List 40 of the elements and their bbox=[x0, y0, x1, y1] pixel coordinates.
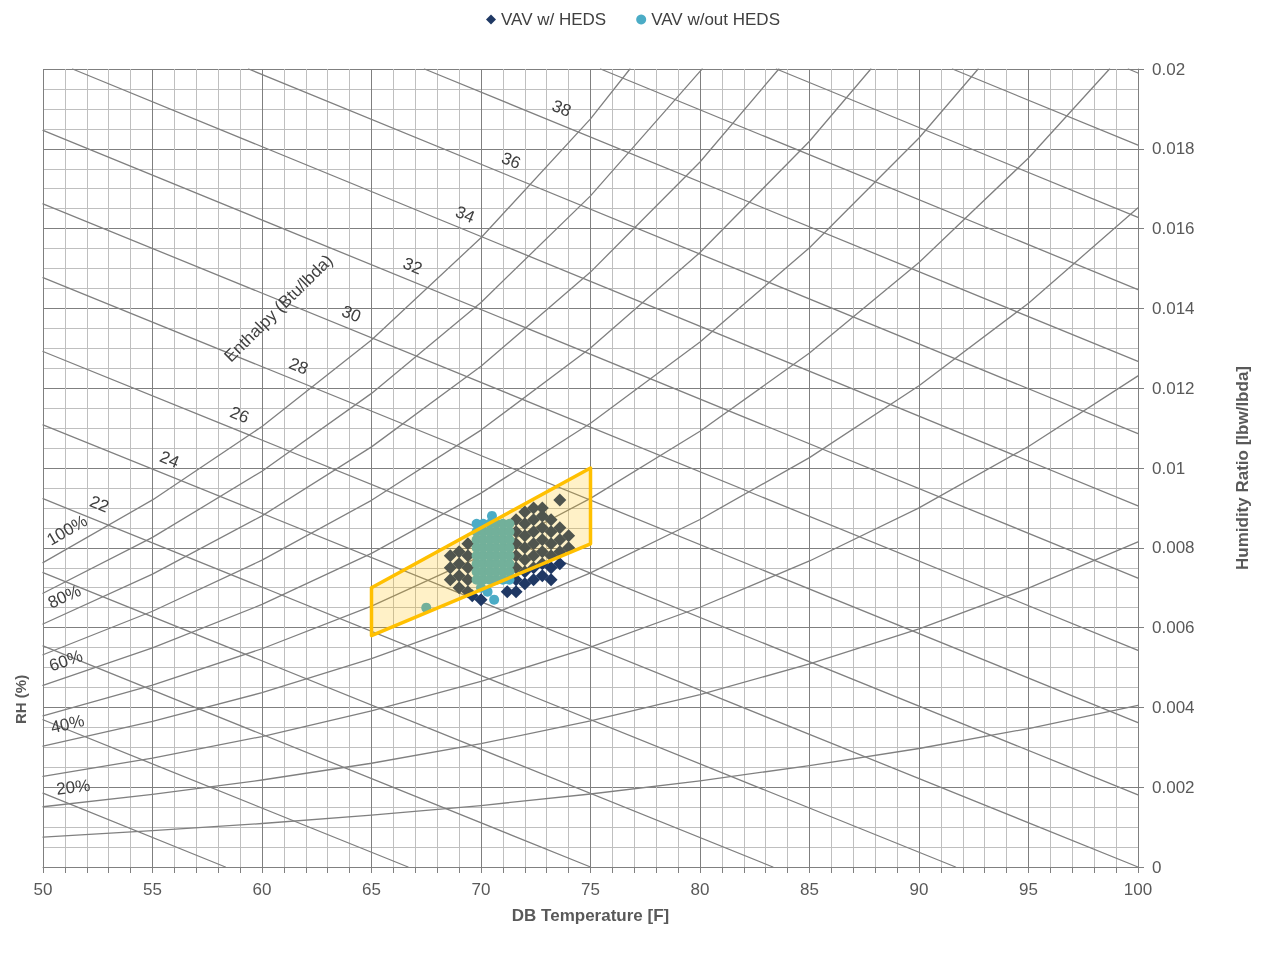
x-tick-label: 100 bbox=[1123, 880, 1153, 899]
x-tick-label: 75 bbox=[581, 880, 600, 899]
x-tick-label: 85 bbox=[800, 880, 819, 899]
y-tick-label: 0.006 bbox=[1152, 618, 1195, 638]
y-tick-label: 0.008 bbox=[1152, 538, 1195, 558]
y-tick-label: 0.014 bbox=[1152, 298, 1195, 318]
x-tick-label: 50 bbox=[33, 880, 53, 899]
annotation: 24 bbox=[157, 447, 182, 472]
x-tick-label: 60 bbox=[252, 880, 272, 899]
y-tick-label: 0.002 bbox=[1152, 777, 1195, 797]
y-tick-label: 0.018 bbox=[1152, 139, 1195, 159]
annotation: 38 bbox=[549, 96, 574, 121]
annotation: 28 bbox=[286, 353, 312, 379]
y-tick-label: 0 bbox=[1152, 857, 1162, 877]
annotation: 22 bbox=[87, 491, 112, 517]
annotation: 36 bbox=[498, 148, 524, 174]
x-tick-label: 95 bbox=[1019, 880, 1038, 899]
y-axis-title: Humidity Ratio [lbw/lbda] bbox=[1233, 366, 1252, 570]
x-axis-title: DB Temperature [F] bbox=[511, 906, 670, 925]
annotation: 26 bbox=[227, 402, 252, 428]
annotation: 40% bbox=[48, 711, 87, 738]
text: RH (%) bbox=[11, 674, 29, 725]
annotation: 80% bbox=[44, 580, 84, 613]
x-tick-label: 80 bbox=[690, 880, 710, 899]
y-tick-label: 0.02 bbox=[1152, 59, 1186, 79]
x-tick-label: 55 bbox=[143, 880, 162, 899]
x-tick-label: 90 bbox=[909, 880, 929, 899]
annotation: 20% bbox=[55, 775, 92, 799]
y-tick-label: 0.016 bbox=[1152, 219, 1195, 239]
annotation: 60% bbox=[46, 646, 86, 676]
annotation: 30 bbox=[338, 301, 364, 327]
legend-label: VAV w/ HEDS bbox=[501, 10, 607, 29]
annotation: 34 bbox=[452, 202, 478, 227]
y-tick-label: 0.01 bbox=[1152, 458, 1186, 478]
legend-label: VAV w/out HEDS bbox=[651, 10, 780, 29]
y-tick-label: 0.012 bbox=[1152, 378, 1195, 398]
x-tick-label: 65 bbox=[362, 880, 381, 899]
y-tick-label: 0.004 bbox=[1152, 697, 1195, 717]
x-tick-label: 70 bbox=[471, 880, 491, 899]
annotation: 32 bbox=[400, 253, 425, 279]
